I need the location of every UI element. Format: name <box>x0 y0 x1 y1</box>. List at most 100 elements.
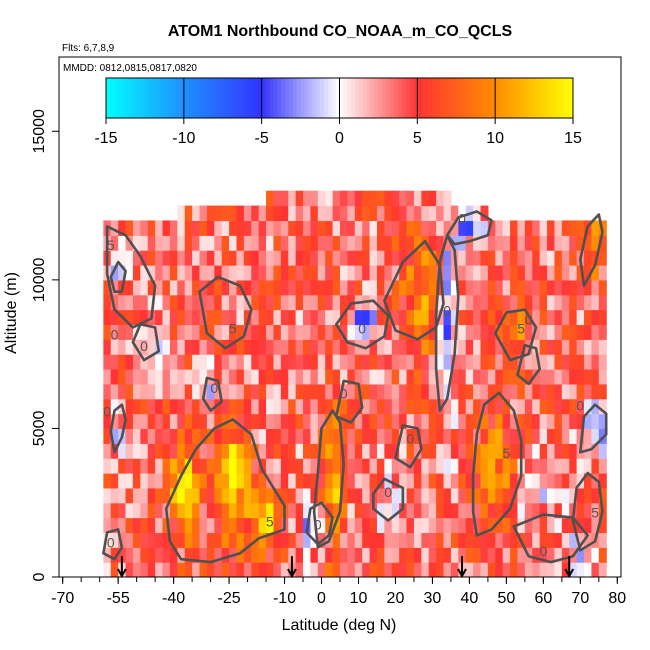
heatmap-cell <box>273 532 282 548</box>
colorbar-segment <box>265 78 270 118</box>
heatmap-cell <box>258 398 267 415</box>
heatmap-cell <box>391 487 400 504</box>
heatmap-cell <box>125 502 134 519</box>
heatmap-cell <box>569 235 578 251</box>
heatmap-cell <box>369 547 378 563</box>
heatmap-cell <box>206 339 215 355</box>
heatmap-cell <box>132 487 141 504</box>
heatmap-cell <box>214 383 223 400</box>
heatmap-cell <box>169 487 178 504</box>
colorbar-segment <box>164 78 169 118</box>
colorbar-segment <box>141 78 146 118</box>
heatmap-cell <box>110 339 119 355</box>
heatmap-cell <box>502 294 511 311</box>
heatmap-cell <box>376 547 385 563</box>
heatmap-cell <box>569 294 578 311</box>
heatmap-cell <box>554 354 563 370</box>
heatmap-cell <box>206 324 215 340</box>
heatmap-cell <box>317 354 326 370</box>
heatmap-cell <box>273 309 282 326</box>
contour-label: 0 <box>140 338 148 354</box>
heatmap-cell <box>317 205 326 222</box>
heatmap-cell <box>280 473 289 489</box>
heatmap-cell <box>340 205 348 222</box>
heatmap-cell <box>465 324 474 340</box>
heatmap-cell <box>192 265 201 281</box>
heatmap-cell <box>332 383 341 400</box>
heatmap-cell <box>510 294 519 311</box>
heatmap-cell <box>199 265 208 281</box>
heatmap-cell <box>428 443 437 459</box>
heatmap-cell <box>103 383 112 400</box>
heatmap-cell <box>376 369 385 385</box>
heatmap-cell <box>303 369 312 385</box>
heatmap-cell <box>192 279 201 296</box>
colorbar-segment <box>553 78 558 118</box>
heatmap-cell <box>221 517 230 534</box>
heatmap-cell <box>177 413 186 430</box>
heatmap-cell <box>206 532 215 548</box>
heatmap-cell <box>221 205 230 222</box>
heatmap-cell <box>118 369 127 385</box>
heatmap-cell <box>214 532 223 548</box>
heatmap-cell <box>288 190 297 207</box>
heatmap-cell <box>258 279 267 296</box>
heatmap-cell <box>303 562 312 577</box>
contour-label: 5 <box>517 320 525 336</box>
heatmap-cell <box>258 517 267 534</box>
colorbar-segment <box>471 78 477 118</box>
heatmap-cell <box>436 413 445 430</box>
heatmap-cell <box>295 205 304 222</box>
colorbar-segment <box>366 78 372 118</box>
heatmap-cell <box>443 502 452 519</box>
heatmap-cell <box>169 369 178 385</box>
colorbar-segment <box>281 78 286 118</box>
heatmap-cell <box>502 487 511 504</box>
heatmap-cell <box>162 309 171 326</box>
heatmap-cell <box>391 354 400 370</box>
heatmap-cell <box>502 354 511 370</box>
heatmap-cell <box>169 473 178 489</box>
heatmap-cell <box>273 265 282 281</box>
heatmap-cell <box>236 324 245 340</box>
heatmap-cell <box>376 487 385 504</box>
heatmap-cell <box>140 428 149 444</box>
heatmap-cell <box>369 458 378 474</box>
heatmap-cell <box>221 309 230 326</box>
heatmap-cell <box>436 473 445 489</box>
heatmap-cell <box>458 250 467 266</box>
heatmap-cell <box>598 265 607 281</box>
heatmap-cell <box>310 547 319 563</box>
heatmap-cell <box>450 279 459 296</box>
contour-line <box>371 477 405 522</box>
heatmap-cell <box>495 265 504 281</box>
heatmap-cell <box>236 339 245 355</box>
heatmap-cell <box>554 428 563 444</box>
heatmap-cell <box>480 205 489 222</box>
heatmap-cell <box>258 443 267 459</box>
colorbar-segment <box>534 78 539 118</box>
heatmap-cell <box>376 294 385 311</box>
heatmap-cell <box>118 324 127 340</box>
heatmap-cell <box>354 309 363 326</box>
heatmap-cell <box>443 562 452 577</box>
heatmap-cell <box>399 265 408 281</box>
heatmap-cell <box>214 279 223 296</box>
heatmap-cell <box>354 413 363 430</box>
contour-label: 0 <box>384 484 392 500</box>
heatmap-cell <box>399 502 408 519</box>
heatmap-cell <box>584 235 593 251</box>
heatmap-cell <box>480 294 489 311</box>
heatmap-cell <box>332 413 341 430</box>
heatmap-cell <box>443 354 452 370</box>
heatmap-cell <box>517 413 526 430</box>
heatmap-cell <box>362 443 371 459</box>
heatmap-cell <box>332 502 341 519</box>
heatmap-cell <box>266 294 275 311</box>
colorbar-segment <box>526 78 531 118</box>
contour-line <box>198 275 253 350</box>
heatmap-cell <box>399 383 408 400</box>
contour-label: 0 <box>103 404 111 420</box>
heatmap-cell <box>280 324 289 340</box>
heatmap-cell <box>147 279 156 296</box>
